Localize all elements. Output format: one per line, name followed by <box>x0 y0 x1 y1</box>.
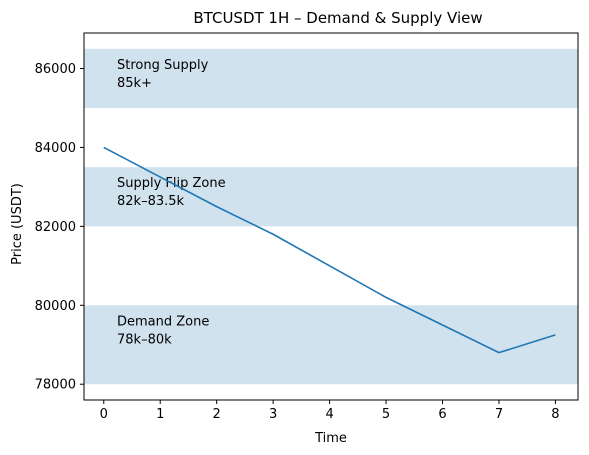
y-axis-label: Price (USDT) <box>10 183 25 265</box>
series-layer <box>103 146 556 354</box>
zone-label-0: Strong Supply <box>117 58 209 73</box>
x-tick-label-2: 2 <box>213 407 221 422</box>
x-tick-label-1: 1 <box>156 407 164 422</box>
zone-label-2: Demand Zone <box>117 314 209 329</box>
x-tick-label-6: 6 <box>438 407 446 422</box>
zone-sublabel-1: 82k–83.5k <box>117 194 185 209</box>
zone-band-0 <box>84 48 578 108</box>
axes-layer <box>83 32 579 401</box>
y-tick-label-86000: 86000 <box>35 62 76 77</box>
zone-sublabel-0: 85k+ <box>117 76 152 91</box>
zone-band-1 <box>84 167 578 227</box>
y-tick-label-78000: 78000 <box>35 378 76 393</box>
x-ticks: 0 1 2 3 4 5 6 7 8 <box>100 400 560 422</box>
series-line-0 <box>103 146 556 354</box>
y-tick-label-84000: 84000 <box>35 141 76 156</box>
y-tick-label-82000: 82000 <box>35 220 76 235</box>
x-tick-label-8: 8 <box>551 407 559 422</box>
x-tick-label-4: 4 <box>325 407 333 422</box>
x-tick-label-0: 0 <box>100 407 108 422</box>
zones-layer <box>84 48 578 385</box>
x-tick-label-5: 5 <box>382 407 390 422</box>
y-tick-label-80000: 80000 <box>35 299 76 314</box>
y-ticks: 78000 80000 82000 84000 86000 <box>35 62 84 393</box>
x-tick-label-7: 7 <box>495 407 503 422</box>
plot-frame <box>83 32 579 401</box>
chart-title: BTCUSDT 1H – Demand & Supply View <box>193 9 482 27</box>
x-tick-label-3: 3 <box>269 407 277 422</box>
zone-band-2 <box>84 305 578 385</box>
x-axis-label: Time <box>314 431 347 446</box>
zone-sublabel-2: 78k–80k <box>117 332 172 347</box>
